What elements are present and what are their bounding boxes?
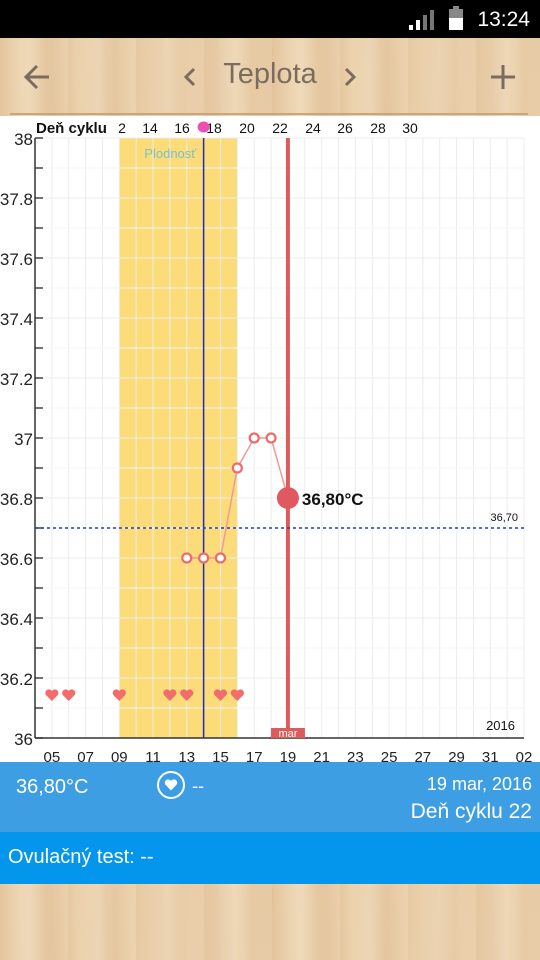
cycle-day-tick-label: 18 xyxy=(206,120,222,136)
y-tick-label: 36.8 xyxy=(0,490,33,509)
cycle-axis-label: Deň cyklu xyxy=(36,120,107,137)
date-tick-label: 23 xyxy=(347,749,364,762)
info-panel: 36,80°C -- 19 mar, 2016 Deň cyklu 22 xyxy=(0,762,540,832)
selected-date: 19 mar, 2016 xyxy=(426,774,532,794)
y-tick-label: 37.2 xyxy=(0,370,33,389)
date-tick-label: 02 xyxy=(516,749,533,762)
y-tick-label: 36.6 xyxy=(0,550,33,569)
next-cycle-button[interactable] xyxy=(327,54,373,100)
intercourse-heart-icon xyxy=(230,689,244,701)
app-bar: Teplota xyxy=(0,38,540,116)
temperature-point xyxy=(181,552,193,564)
coverline-label: 36,70 xyxy=(490,512,518,524)
arrow-left-icon xyxy=(23,64,49,90)
date-tick-label: 07 xyxy=(77,749,94,762)
cycle-day-tick-label: 16 xyxy=(174,120,190,136)
date-tick-label: 29 xyxy=(448,749,465,762)
date-tick-label: 25 xyxy=(381,749,398,762)
date-tick-label: 13 xyxy=(178,749,195,762)
heart-icon xyxy=(164,779,178,791)
temperature-point xyxy=(231,462,243,474)
temperature-point xyxy=(248,432,260,444)
bottom-panel xyxy=(0,884,540,960)
date-tick-label: 31 xyxy=(482,749,499,762)
year-label: 2016 xyxy=(486,718,515,733)
fertile-window-label: Plodnosť xyxy=(144,146,196,161)
ovulation-test-row[interactable]: Ovulačný test: -- xyxy=(0,832,540,884)
temperature-point xyxy=(214,552,227,564)
chevron-left-icon xyxy=(183,67,196,87)
date-tick-label: 21 xyxy=(313,749,330,762)
date-tick-label: 09 xyxy=(111,749,128,762)
intercourse-heart-icon xyxy=(112,689,126,701)
chevron-right-icon xyxy=(344,67,357,87)
today-marker-label: mar xyxy=(278,728,297,740)
temperature-value: 36,80°C xyxy=(16,776,89,798)
y-tick-label: 37.8 xyxy=(0,190,33,209)
intercourse-heart-icon xyxy=(62,689,76,701)
y-tick-label: 36.2 xyxy=(0,670,33,689)
cycle-day-tick-label: 20 xyxy=(239,120,255,136)
current-temperature-label: 36,80°C xyxy=(302,490,364,509)
previous-cycle-button[interactable] xyxy=(167,54,213,100)
temperature-point xyxy=(198,552,210,564)
intercourse-heart-icon xyxy=(163,689,177,701)
status-time: 13:24 xyxy=(477,8,530,31)
y-tick-label: 36.4 xyxy=(0,610,33,629)
y-tick-label: 37 xyxy=(14,430,33,449)
ovulation-egg-icon xyxy=(197,121,210,133)
today-marker xyxy=(270,728,305,738)
add-button[interactable] xyxy=(480,54,526,100)
cycle-day-tick-label: 28 xyxy=(370,120,386,136)
intercourse-button[interactable] xyxy=(157,771,185,799)
date-tick-label: 17 xyxy=(246,749,263,762)
y-tick-label: 37.6 xyxy=(0,250,33,269)
date-tick-label: 19 xyxy=(280,749,297,762)
cycle-day-tick-label: 26 xyxy=(337,120,353,136)
cycle-day-tick-label: 14 xyxy=(142,120,158,136)
cycle-day-tick-label: 24 xyxy=(305,120,321,136)
intercourse-heart-icon xyxy=(45,689,59,701)
date-tick-label: 05 xyxy=(44,749,61,762)
ovulation-test-label: Ovulačný test: -- xyxy=(8,846,154,868)
cycle-day-tick-label: 2 xyxy=(118,120,126,136)
y-tick-label: 38 xyxy=(14,130,33,149)
cycle-day-tick-label: 22 xyxy=(272,120,288,136)
cycle-day: Deň cyklu 22 xyxy=(410,800,532,823)
current-temperature-point xyxy=(276,487,299,509)
y-tick-label: 37.4 xyxy=(0,310,33,329)
date-tick-label: 15 xyxy=(212,749,229,762)
date-tick-label: 11 xyxy=(145,749,161,762)
temperature-point xyxy=(265,432,277,444)
signal-icon xyxy=(409,10,434,30)
app-bar-divider xyxy=(10,113,528,115)
back-button[interactable] xyxy=(14,54,60,100)
intercourse-heart-icon xyxy=(213,689,228,701)
status-bar: 13:24 xyxy=(0,0,540,38)
page-title: Teplota xyxy=(223,58,317,90)
date-tick-label: 27 xyxy=(414,749,431,762)
intercourse-heart-icon xyxy=(180,689,194,701)
battery-icon xyxy=(449,6,463,30)
y-tick-label: 36 xyxy=(14,730,33,749)
intercourse-value: -- xyxy=(192,776,204,796)
plus-icon xyxy=(491,65,515,89)
cycle-day-tick-label: 30 xyxy=(402,120,418,136)
temperature-chart[interactable]: Plodnosť mar 36,70 36,80°C 38 37.8 37.6 37.4 37.… xyxy=(0,116,540,762)
